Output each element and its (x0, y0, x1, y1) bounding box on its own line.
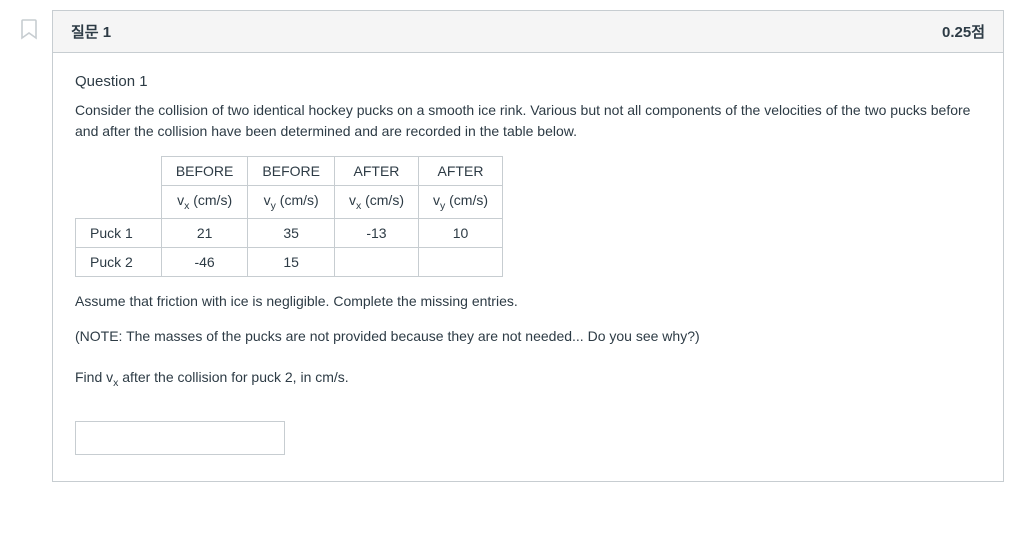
question-card: 질문 1 0.25점 Question 1 Consider the colli… (52, 10, 1004, 482)
cell: 15 (248, 247, 335, 276)
cell: 10 (418, 218, 502, 247)
question-paragraph-3: (NOTE: The masses of the pucks are not p… (75, 326, 981, 347)
question-label: 질문 1 (71, 21, 111, 42)
cell (418, 247, 502, 276)
row-label: Puck 2 (76, 247, 162, 276)
answer-input[interactable] (75, 421, 285, 455)
table-row: Puck 2 -46 15 (76, 247, 503, 276)
cell: -46 (161, 247, 248, 276)
unit-before-vx: vx (cm/s) (161, 186, 248, 219)
question-prompt: Find vx after the collision for puck 2, … (75, 367, 981, 392)
unit-after-vx: vx (cm/s) (334, 186, 418, 219)
col-before-vy: BEFORE (248, 157, 335, 186)
cell: 21 (161, 218, 248, 247)
question-header: 질문 1 0.25점 (53, 11, 1003, 53)
table-header-row-1: BEFORE BEFORE AFTER AFTER (76, 157, 503, 186)
unit-before-vy: vy (cm/s) (248, 186, 335, 219)
cell (334, 247, 418, 276)
unit-after-vy: vy (cm/s) (418, 186, 502, 219)
col-before-vx: BEFORE (161, 157, 248, 186)
table-header-row-2: vx (cm/s) vy (cm/s) vx (cm/s) vy (cm/s) (76, 186, 503, 219)
table-row: Puck 1 21 35 -13 10 (76, 218, 503, 247)
question-title: Question 1 (75, 73, 981, 90)
col-after-vx: AFTER (334, 157, 418, 186)
question-paragraph-2: Assume that friction with ice is negligi… (75, 291, 981, 312)
row-label: Puck 1 (76, 218, 162, 247)
question-points: 0.25점 (942, 21, 985, 42)
question-paragraph-1: Consider the collision of two identical … (75, 100, 981, 142)
cell: -13 (334, 218, 418, 247)
col-after-vy: AFTER (418, 157, 502, 186)
bookmark-icon[interactable] (20, 18, 38, 43)
question-body: Question 1 Consider the collision of two… (53, 53, 1003, 481)
question-wrapper: 질문 1 0.25점 Question 1 Consider the colli… (20, 10, 1004, 482)
cell: 35 (248, 218, 335, 247)
velocity-table: BEFORE BEFORE AFTER AFTER vx (cm/s) vy (… (75, 156, 503, 277)
